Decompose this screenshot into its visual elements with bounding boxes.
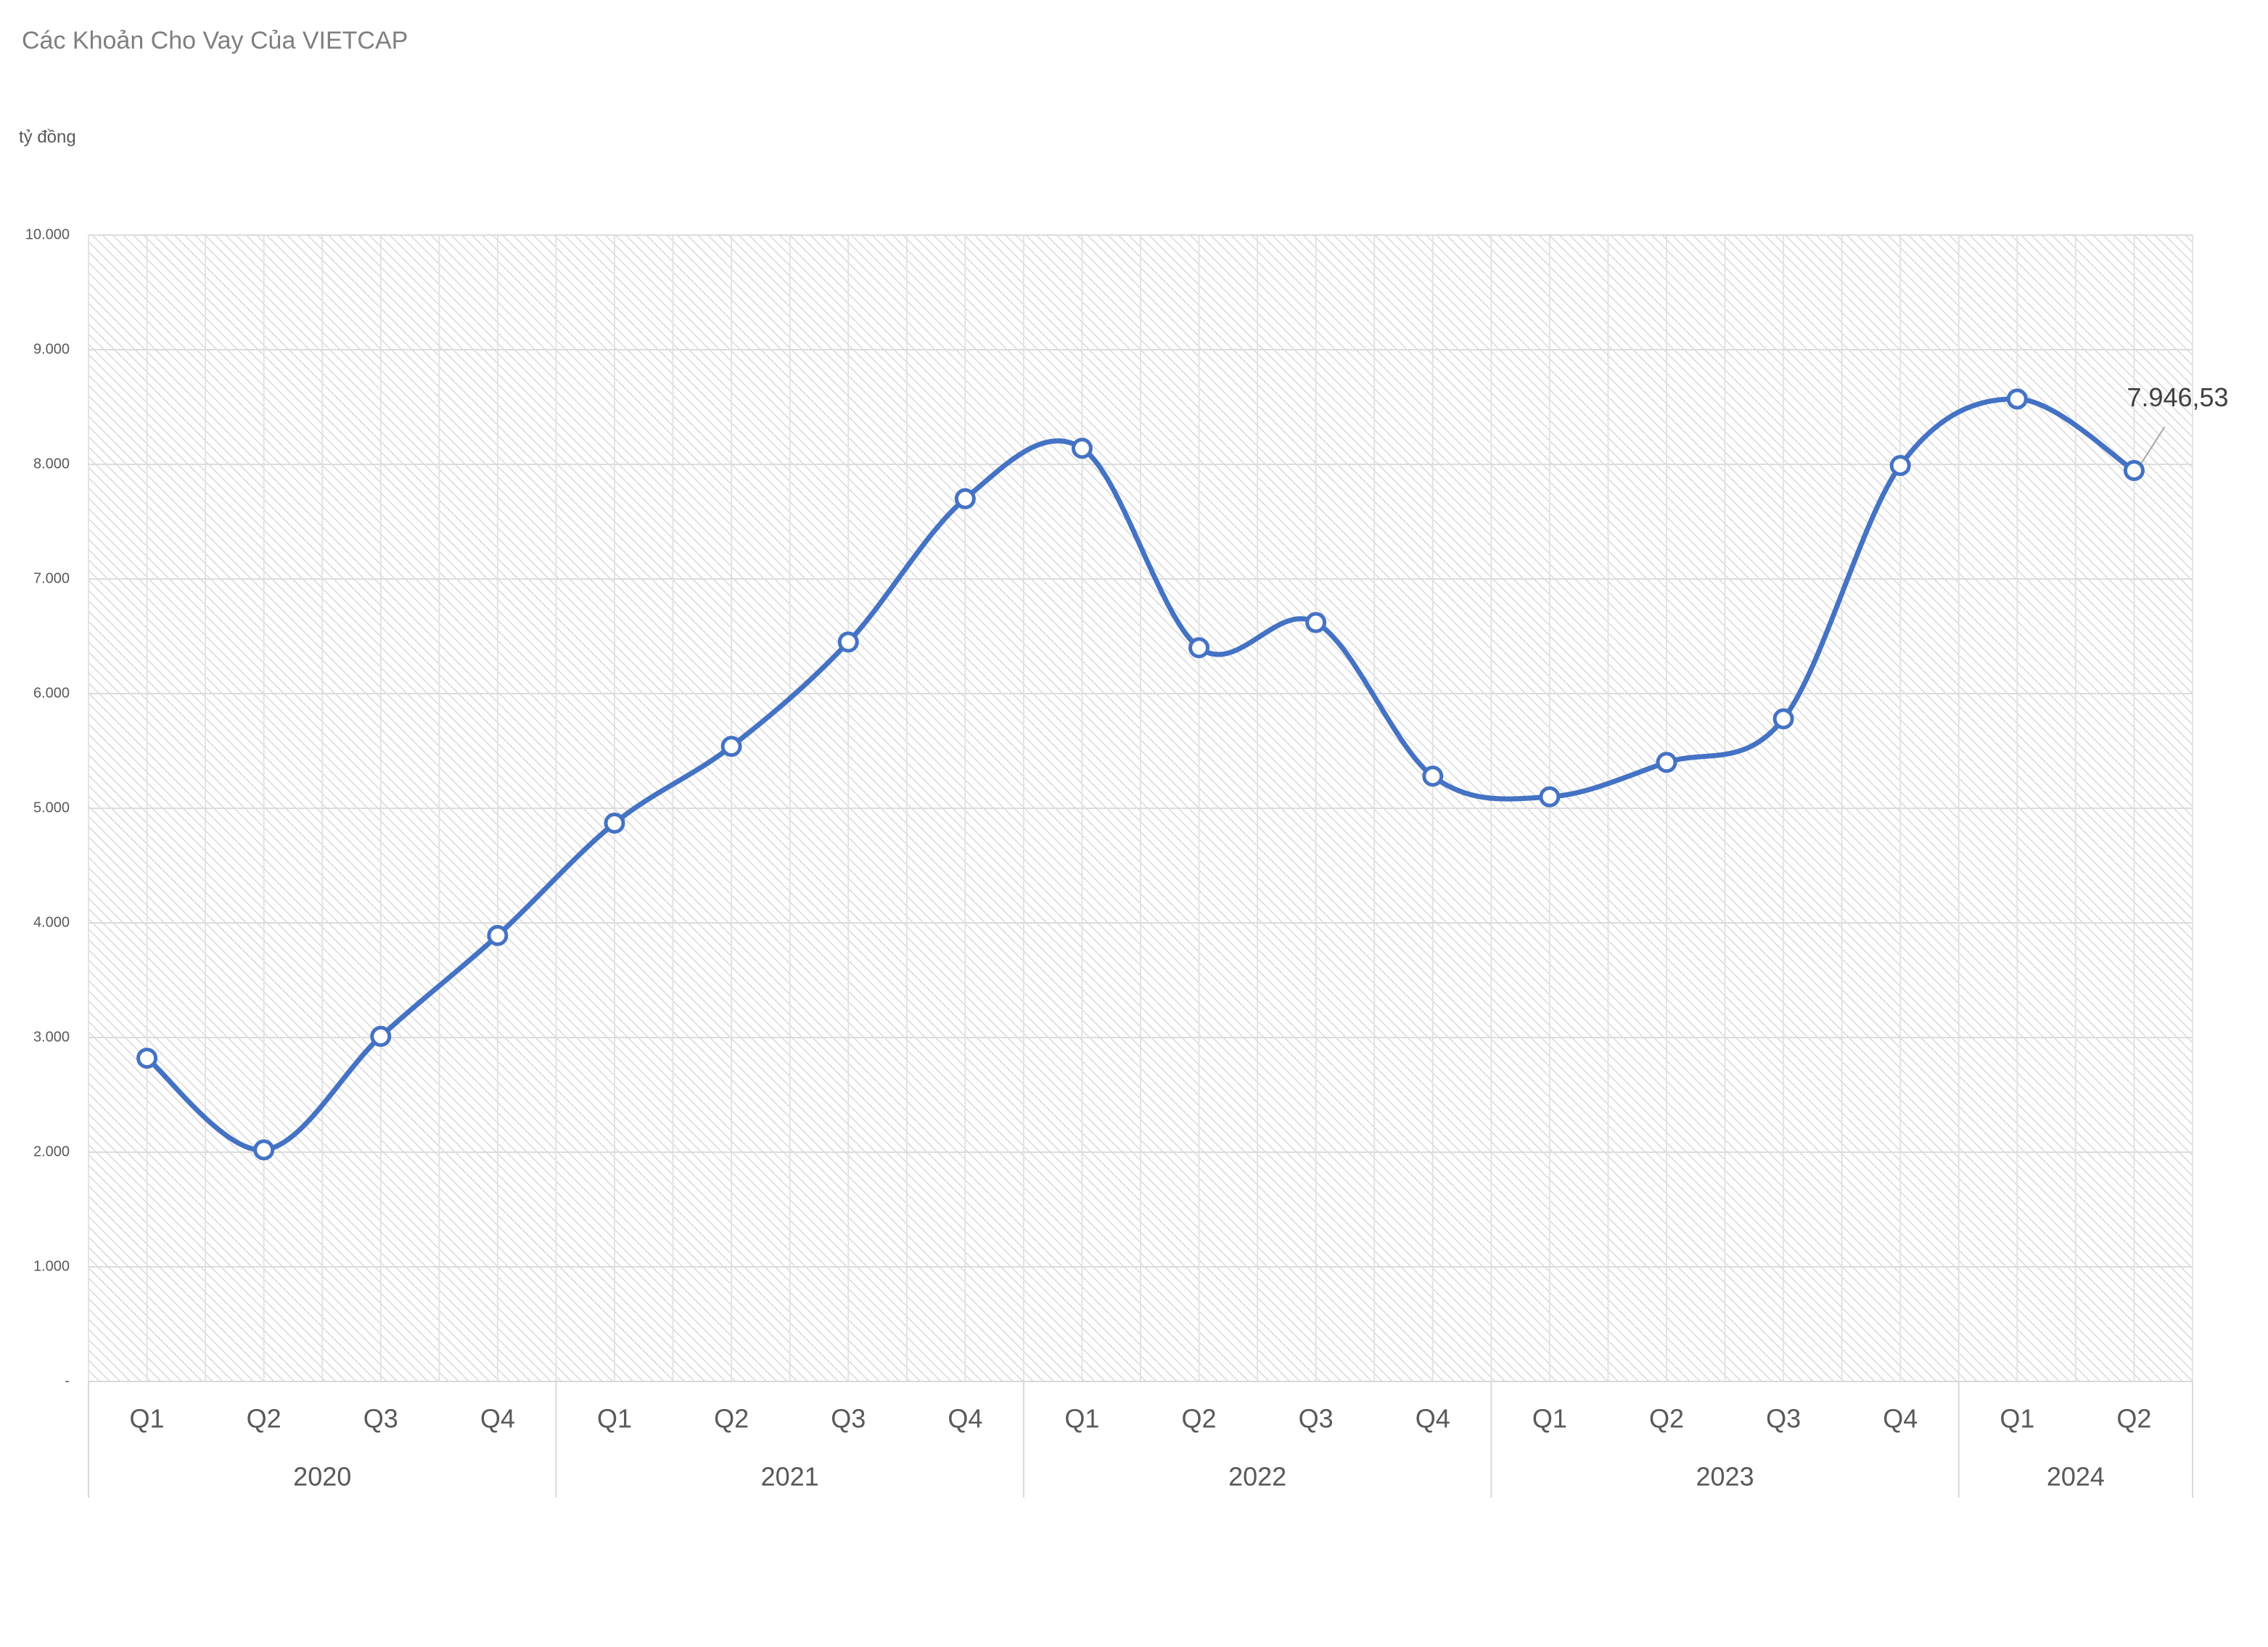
y-tick-label: 1.000 bbox=[33, 1258, 70, 1274]
marker bbox=[136, 1047, 158, 1069]
marker bbox=[1188, 637, 1210, 659]
marker bbox=[1889, 455, 1911, 477]
y-tick-label: 10.000 bbox=[25, 226, 70, 242]
marker bbox=[2006, 388, 2028, 410]
data-label: 7.946,53 bbox=[2127, 382, 2228, 412]
marker bbox=[954, 488, 976, 509]
y-tick-label: 5.000 bbox=[33, 800, 70, 816]
x-group-label: 2020 bbox=[293, 1462, 351, 1492]
marker bbox=[1305, 612, 1327, 633]
x-tick-label: Q4 bbox=[480, 1404, 515, 1434]
y-axis-label: tỷ đồng bbox=[19, 127, 76, 147]
x-group-label: 2024 bbox=[2047, 1462, 2105, 1492]
x-tick-label: Q3 bbox=[1766, 1404, 1801, 1434]
x-tick-label: Q4 bbox=[1883, 1404, 1918, 1434]
marker bbox=[1539, 786, 1561, 808]
x-tick-label: Q3 bbox=[831, 1404, 866, 1434]
marker bbox=[1656, 752, 1677, 773]
marker bbox=[837, 631, 859, 653]
x-group-label: 2023 bbox=[1696, 1462, 1754, 1492]
x-group-label: 2021 bbox=[761, 1462, 819, 1492]
marker bbox=[1071, 438, 1093, 459]
x-tick-label: Q3 bbox=[363, 1404, 398, 1434]
x-tick-label: Q2 bbox=[1182, 1404, 1217, 1434]
y-tick-label: 4.000 bbox=[33, 914, 70, 930]
y-tick-label: 9.000 bbox=[33, 341, 70, 357]
marker bbox=[2123, 459, 2145, 481]
x-tick-label: Q2 bbox=[714, 1404, 749, 1434]
y-tick-label: 6.000 bbox=[33, 685, 70, 701]
x-tick-label: Q3 bbox=[1299, 1404, 1334, 1434]
y-tick-label: 7.000 bbox=[33, 570, 70, 586]
x-tick-label: Q1 bbox=[2000, 1404, 2034, 1434]
marker bbox=[253, 1139, 275, 1161]
x-tick-label: Q2 bbox=[247, 1404, 282, 1434]
marker bbox=[720, 736, 742, 757]
x-tick-label: Q1 bbox=[597, 1404, 632, 1434]
marker bbox=[1772, 708, 1794, 730]
chart-title: Các Khoản Cho Vay Của VIETCAP bbox=[22, 27, 408, 54]
x-group-label: 2022 bbox=[1228, 1462, 1286, 1492]
marker bbox=[1422, 765, 1444, 787]
marker bbox=[487, 924, 509, 946]
x-tick-label: Q1 bbox=[130, 1404, 165, 1434]
x-tick-label: Q2 bbox=[2116, 1404, 2151, 1434]
y-tick-label: 3.000 bbox=[33, 1029, 70, 1045]
x-tick-label: Q1 bbox=[1532, 1404, 1567, 1434]
y-tick-label: 2.000 bbox=[33, 1143, 70, 1159]
label-leader bbox=[2140, 426, 2166, 464]
x-tick-label: Q2 bbox=[1649, 1404, 1684, 1434]
y-tick-label: - bbox=[65, 1373, 70, 1389]
marker bbox=[370, 1025, 392, 1047]
x-tick-label: Q4 bbox=[948, 1404, 982, 1434]
x-tick-label: Q4 bbox=[1416, 1404, 1450, 1434]
y-tick-label: 8.000 bbox=[33, 456, 70, 472]
x-tick-label: Q1 bbox=[1064, 1404, 1099, 1434]
marker bbox=[604, 813, 625, 834]
